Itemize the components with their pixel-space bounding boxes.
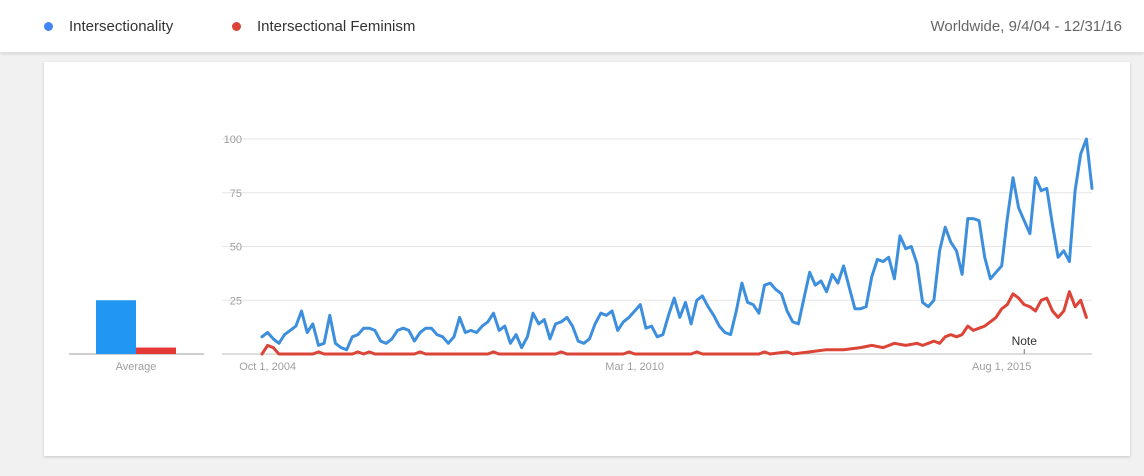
- note-annotation: Note: [1012, 334, 1038, 348]
- legend-label-intersectionality: Intersectionality: [69, 17, 174, 35]
- blue-dot-icon: [44, 21, 53, 31]
- y-tick-label-100: 100: [224, 134, 242, 146]
- x-tick-label-0: Oct 1, 2004: [239, 361, 296, 373]
- legend-item-intersectional-feminism[interactable]: Intersectional Feminism: [232, 15, 415, 37]
- y-tick-label-75: 75: [230, 188, 242, 200]
- series-line-intersectionality: [260, 137, 1094, 352]
- x-tick-label-1: Mar 1, 2010: [605, 361, 664, 373]
- legend-item-intersectionality[interactable]: Intersectionality: [44, 15, 173, 37]
- region-date-range[interactable]: Worldwide, 9/4/04 - 12/31/16: [930, 17, 1122, 35]
- average-label: Average: [116, 361, 157, 373]
- series-line-intersectional-feminism: [260, 290, 1088, 356]
- y-tick-label-50: 50: [230, 242, 242, 254]
- average-bar-intersectionality: [96, 300, 136, 354]
- chart-card: 25 50 75 100 Oct 1, 2004 Mar 1, 2010 Aug 1, 20…: [44, 62, 1130, 456]
- y-tick-label-25: 25: [230, 295, 242, 307]
- average-bar-intersectional-feminism: [136, 347, 176, 354]
- comparison-header: Intersectionality Intersectional Feminis…: [0, 0, 1144, 53]
- interest-over-time-chart: 25 50 75 100 Oct 1, 2004 Mar 1, 2010 Aug 1, 20…: [69, 134, 1094, 373]
- red-dot-icon: [232, 21, 241, 31]
- x-tick-label-2: Aug 1, 2015: [972, 361, 1031, 373]
- legend-label-intersectional-feminism: Intersectional Feminism: [257, 17, 416, 35]
